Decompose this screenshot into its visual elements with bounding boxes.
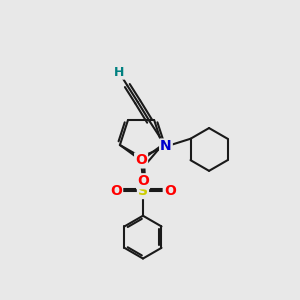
Text: N: N xyxy=(160,140,172,154)
Text: O: O xyxy=(135,153,147,167)
Text: S: S xyxy=(138,184,148,198)
Text: O: O xyxy=(110,184,122,198)
Text: O: O xyxy=(137,174,149,188)
Text: H: H xyxy=(114,66,124,79)
Text: O: O xyxy=(164,184,176,198)
